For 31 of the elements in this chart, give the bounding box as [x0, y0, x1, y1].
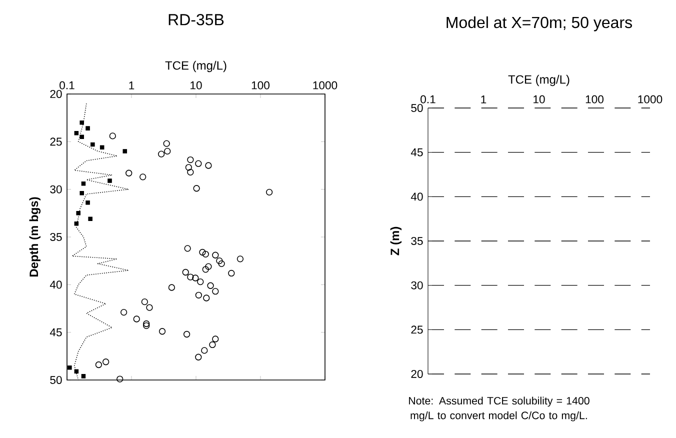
y-tick-label: 35 [50, 232, 62, 241]
x-axis-title: TCE (mg/L) [508, 74, 570, 86]
y-tick-label: 30 [411, 281, 423, 290]
y-tick-label: 35 [411, 236, 423, 245]
y-tick-label: 45 [410, 148, 423, 156]
x-tick-label: 100 [252, 81, 270, 90]
y-tick-label: 25 [411, 326, 423, 334]
y-tick-label: 50 [50, 376, 62, 384]
x-tick-label: 1000 [313, 81, 338, 90]
x-axis-title: TCE (mg/L) [165, 60, 226, 72]
y-tick-label: 40 [410, 192, 423, 201]
y-tick-label: 45 [50, 328, 62, 336]
y-tick-label: 20 [50, 90, 62, 98]
x-tick-label: 1000 [638, 95, 662, 104]
x-tick-label: 0.1 [60, 81, 74, 90]
y-tick-label: 30 [50, 185, 62, 194]
y-axis-title: Z (m) [390, 226, 402, 256]
x-tick-label: 1 [129, 81, 134, 90]
chart-title: Model at X=70m; 50 years [446, 16, 632, 32]
y-axis-title: Depth (m bgs) [29, 197, 41, 277]
text: Note: Assumed TCE solubility = 1400 mg/L to convert model C/Co to mg/L. [409, 396, 590, 422]
y-tick-label: 50 [411, 104, 423, 112]
x-tick-label: 1 [481, 95, 486, 104]
x-tick-label: 10 [190, 81, 202, 90]
x-tick-label: 0.1 [420, 95, 436, 104]
y-tick-label: 20 [411, 370, 423, 378]
chart-title: RD-35B [168, 14, 224, 26]
y-tick-label: 25 [50, 138, 62, 146]
y-tick-label: 40 [50, 280, 62, 289]
x-tick-label: 100 [586, 95, 604, 104]
x-tick-label: 10 [534, 95, 545, 104]
